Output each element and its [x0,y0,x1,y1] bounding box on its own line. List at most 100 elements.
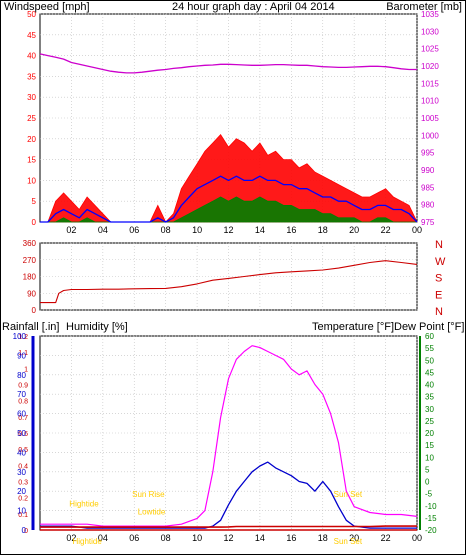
x-tick-label: 04 [98,533,108,543]
wind-low-area [40,196,417,223]
x-tick-label: 22 [381,225,391,235]
y2-tick-label: 55 [425,344,434,353]
y-tick-label: 50 [27,10,36,19]
x-tick-label: 12 [223,225,233,235]
rain-tick-label: 1 [24,366,28,373]
y-tick-label: 0 [32,218,37,227]
y-tick-label: 270 [23,256,37,265]
x-tick-label: 10 [192,225,202,235]
x-tick-label: 18 [318,225,328,235]
rain-tick-label: 1.2 [18,334,28,341]
y2-tick-label: 1010 [421,97,439,106]
y-tick-label: 15 [27,156,36,165]
y-tick-label: 10 [17,507,26,516]
rainfall-axis-label: Rainfall [.in] [2,321,59,333]
humidity-temperature-panel: 02 04 06 08 10 12 14 16 18 20 22 0000.10.20.30.40.5… [13,332,437,546]
rain-tick-label: 0.3 [18,480,28,487]
y-tick-label: 360 [23,239,37,248]
x-tick-label: 00 [412,225,422,235]
y-tick-label: 180 [23,273,37,282]
x-tick-label: 16 [286,225,296,235]
x-tick-label: 02 [66,225,76,235]
x-tick-label: 08 [161,533,171,543]
event-annotation: Hightide [69,500,99,509]
rain-tick-label: 0.9 [18,383,28,390]
y2-tick-label: 45 [425,368,434,377]
x-tick-label: 22 [381,533,391,543]
y2-tick-label: 1020 [421,62,439,71]
wind-average-line [40,175,418,223]
rain-tick-label: 0.6 [18,431,28,438]
y2-tick-label: -5 [425,490,433,499]
y-tick-label: 40 [17,448,26,457]
y2-tick-label: 980 [421,201,435,210]
y-tick-label: 40 [27,52,36,61]
x-tick-label: 18 [318,533,328,543]
y-tick-label: 0 [32,306,37,315]
rain-tick-label: 0.8 [18,399,28,406]
y-tick-label: 45 [27,31,36,40]
wind-direction-line [40,260,418,304]
temperature-line [40,525,417,528]
compass-label: W [435,256,446,268]
y-tick-label: 30 [27,93,36,102]
y2-tick-label: 1025 [421,45,439,54]
x-tick-label: 02 [66,533,76,543]
wind-barometer-panel: 02 04 06 08 10 12 14 16 18 20 22 000510152025303540… [27,10,439,235]
x-tick-label: 20 [349,533,359,543]
dewpoint-line [40,345,418,527]
y2-tick-label: 1015 [421,79,439,88]
rain-tick-label: 0 [24,528,28,535]
y2-tick-label: 1005 [421,114,439,123]
humidity-line [40,461,417,529]
x-tick-label: 00 [412,533,422,543]
y2-tick-label: 50 [425,356,434,365]
y2-tick-label: 985 [421,183,435,192]
y-tick-label: 25 [27,114,36,123]
y2-tick-label: 15 [425,441,434,450]
rain-tick-label: 0.7 [18,415,28,422]
rain-tick-label: 0.2 [18,496,28,503]
y-tick-label: 60 [17,410,26,419]
x-tick-label: 06 [129,225,139,235]
y2-tick-label: 10 [425,453,434,462]
humidity-axis-label: Humidity [%] [66,321,128,333]
barometer-axis-label: Barometer [mb] [386,1,462,13]
x-tick-label: 14 [255,533,265,543]
dewpoint-axis-label: Dew Point [°F] [394,321,464,333]
event-annotation: Sun Rise [132,490,165,499]
rain-tick-label: 1.1 [18,350,28,357]
y-tick-label: 5 [32,197,37,206]
y2-tick-label: 60 [425,332,434,341]
compass-label: E [435,289,442,301]
event-annotation: Sun Set [334,537,363,546]
x-tick-label: 20 [349,225,359,235]
wind-axis-label: Windspeed [mph] [4,1,90,13]
y2-tick-label: 1030 [421,27,439,36]
y-tick-label: 90 [27,289,36,298]
y2-tick-label: 975 [421,218,435,227]
y2-tick-label: 40 [425,381,434,390]
rain-tick-label: 0.4 [18,463,28,470]
y2-tick-label: -10 [425,502,437,511]
event-annotation: Hightide [72,537,102,546]
y-tick-label: 50 [17,429,26,438]
y-tick-label: 80 [17,371,26,380]
y2-tick-label: 0 [425,478,430,487]
x-tick-label: 12 [223,533,233,543]
compass-label: N [435,239,443,251]
temperature-axis-label: Temperature [°F] [312,321,394,333]
y-tick-label: 0 [22,526,27,535]
x-tick-label: 08 [161,225,171,235]
event-annotation: Sun Set [334,490,363,499]
y-tick-label: 20 [27,135,36,144]
y-tick-label: 90 [17,351,26,360]
wind-gust-area [40,133,418,223]
y2-tick-label: 995 [421,149,435,158]
y2-tick-label: 990 [421,166,435,175]
y-tick-label: 100 [13,332,27,341]
rain-tick-label: 0.1 [18,512,28,519]
